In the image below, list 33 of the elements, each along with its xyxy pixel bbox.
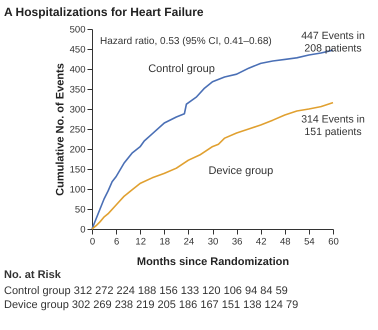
annotation: 447 Events in 208 patients (301, 30, 365, 55)
y-tick-label: 500 (70, 24, 86, 36)
y-tick-label: 450 (70, 44, 86, 56)
x-tick-label: 0 (90, 236, 96, 248)
y-tick-label: 50 (74, 204, 86, 216)
x-tick-label: 42 (256, 236, 266, 248)
y-tick-label: 100 (70, 184, 86, 196)
x-tick-label: 24 (184, 236, 194, 248)
y-tick-label: 0 (80, 224, 86, 236)
x-tick-label: 36 (232, 236, 242, 248)
x-tick-label: 54 (304, 236, 315, 248)
series-label: Device group (208, 165, 274, 177)
x-tick-label: 12 (135, 236, 146, 248)
x-tick-label: 48 (280, 236, 291, 248)
text: Control group 312 272 224 188 156 133 120 106 94 84 59 (4, 285, 288, 297)
annotation: 314 Events in 151 patients (301, 114, 365, 138)
text: Device group 302 269 238 219 205 186 167 151 138 124 79 (4, 299, 298, 311)
x-tick-label: 60 (328, 236, 339, 248)
y-tick-label: 400 (70, 64, 86, 76)
y-axis-title: Cumulative No. of Events (54, 63, 67, 196)
x-axis-title: Months since Randomization (136, 256, 290, 268)
chart-title: A Hospitalizations for Heart Failure (4, 5, 204, 19)
x-tick-label: 6 (114, 236, 120, 248)
x-tick-label: 30 (208, 236, 218, 248)
x-tick-label: 18 (160, 236, 170, 248)
series-label: Control group (148, 63, 215, 75)
y-tick-label: 150 (70, 164, 86, 176)
y-tick-label: 300 (70, 104, 86, 116)
y-tick-label: 200 (70, 144, 86, 156)
y-tick-label: 250 (70, 124, 86, 136)
text: No. at Risk (4, 269, 62, 281)
y-tick-label: 350 (70, 84, 86, 96)
annotation: Hazard ratio, 0.53 (95% CI, 0.41–0.68) (100, 36, 272, 47)
